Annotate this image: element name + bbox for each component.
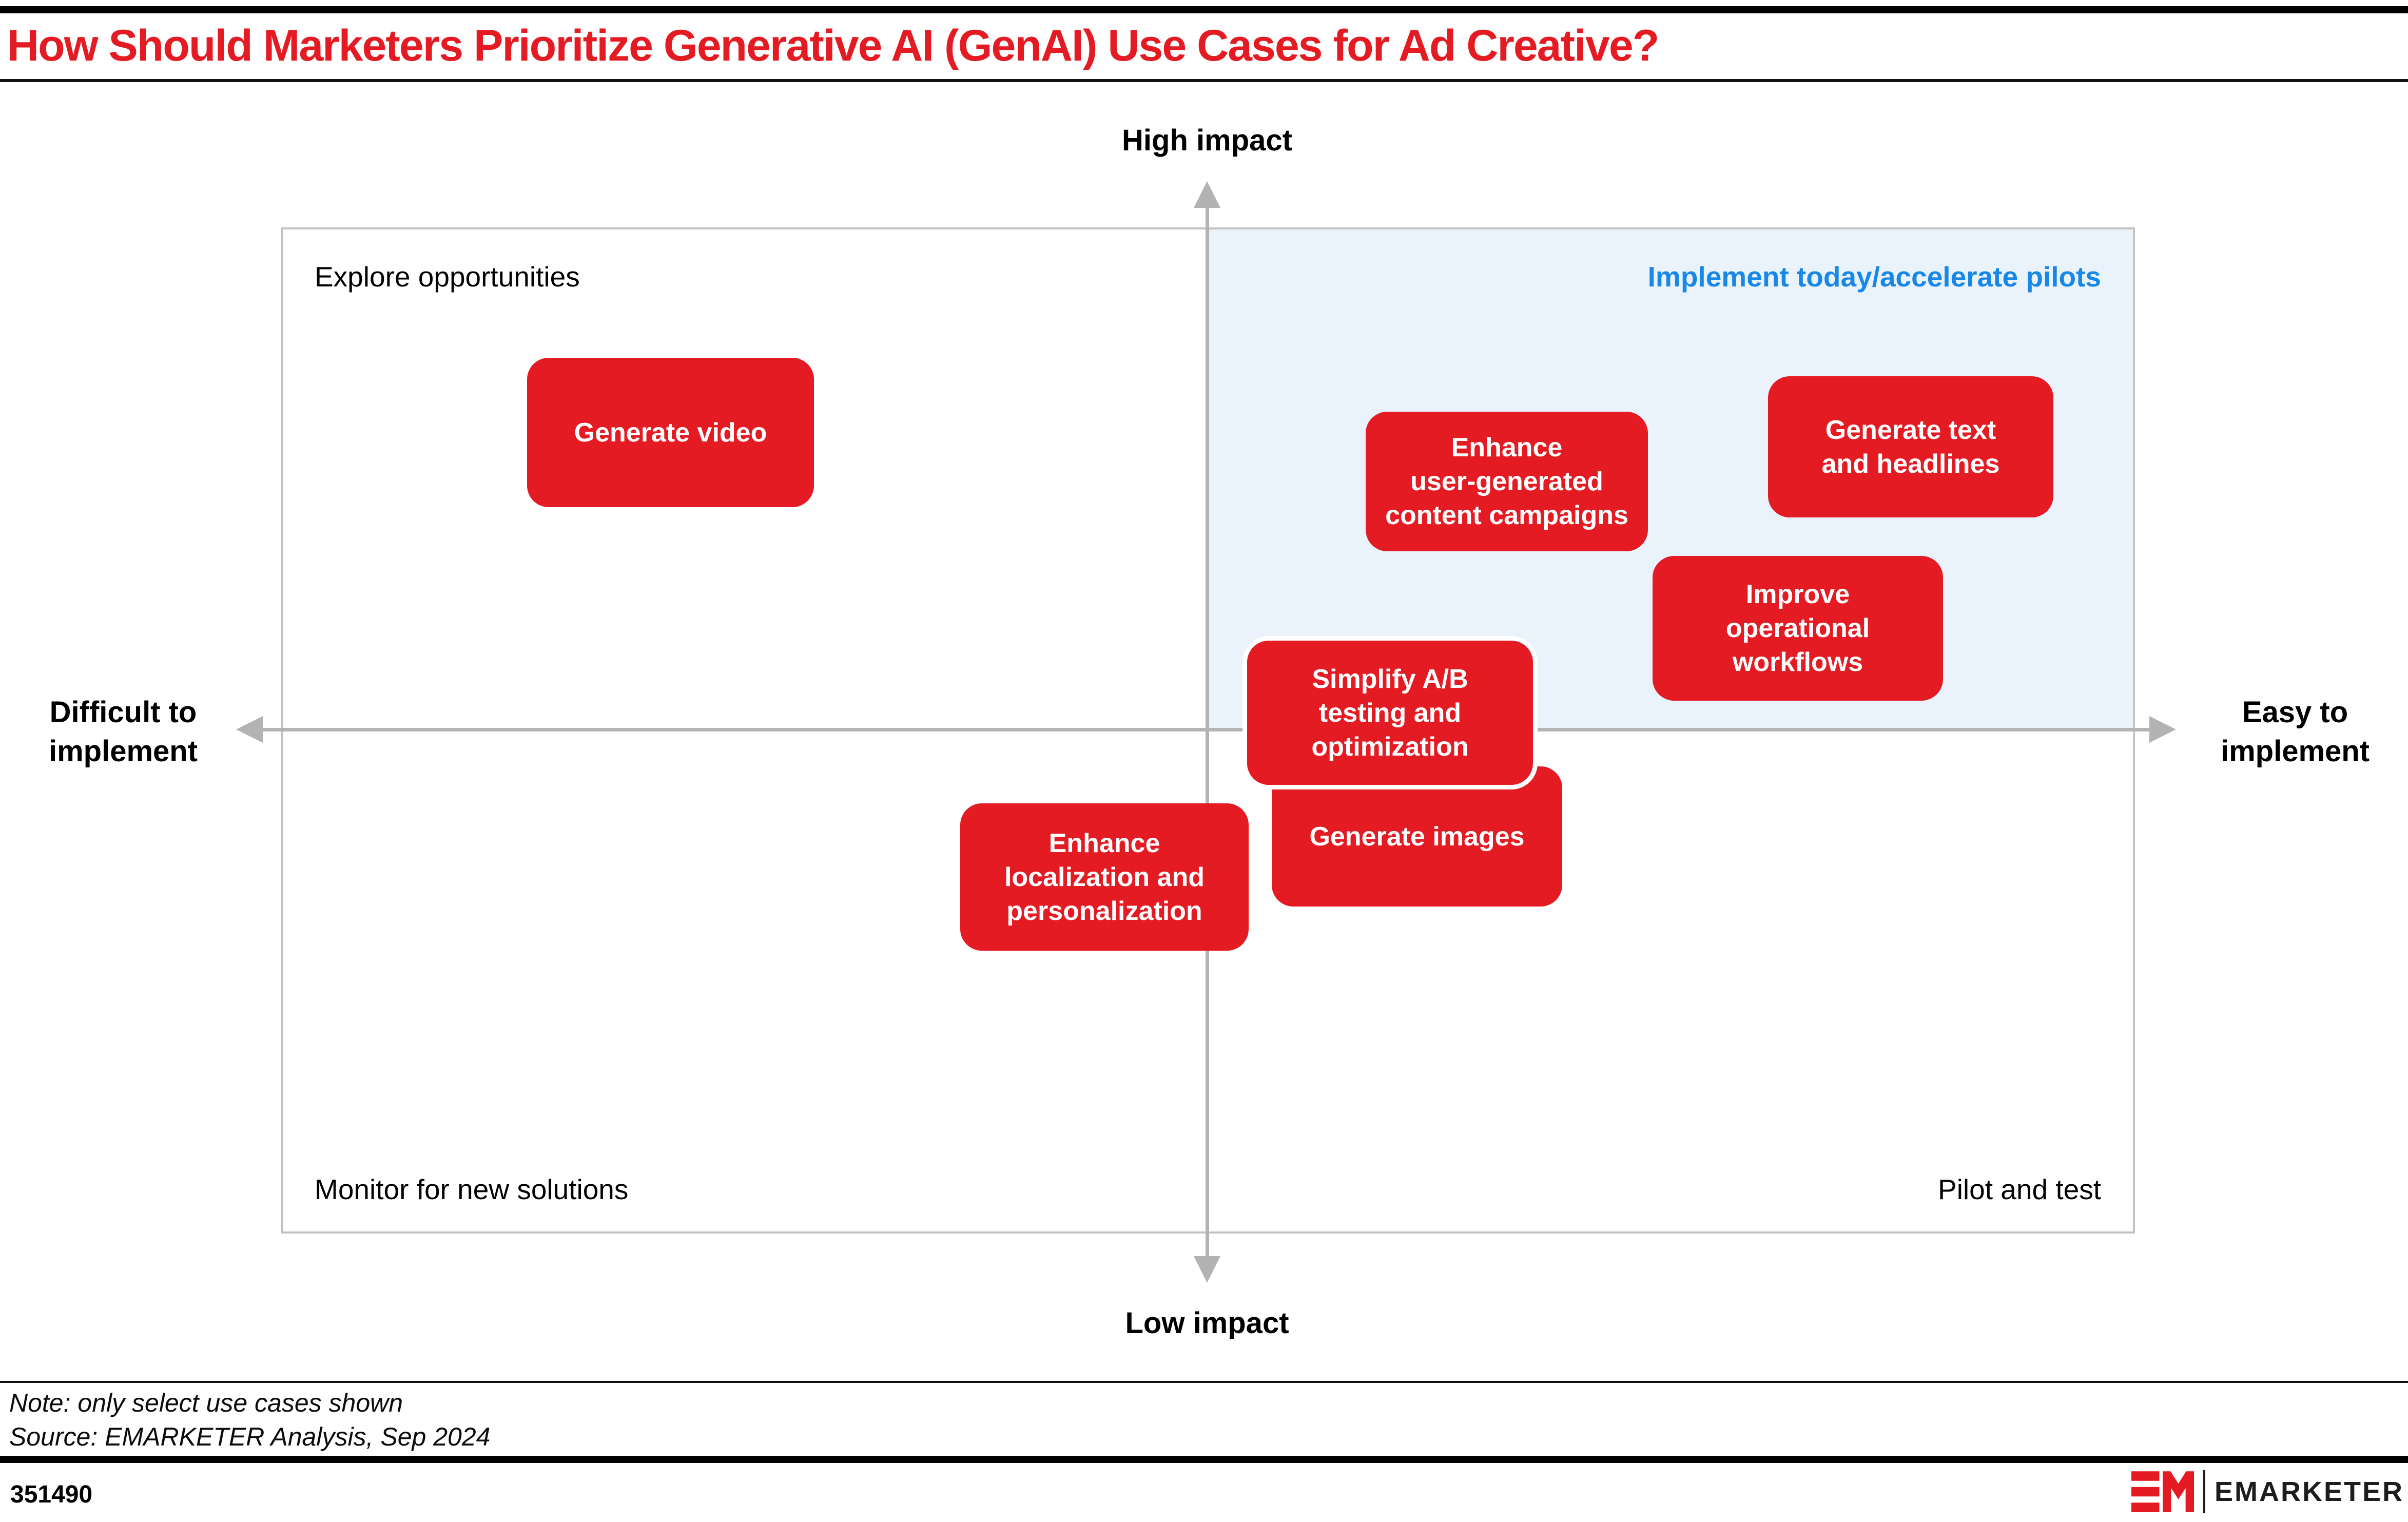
use-case-label: Generate text and headlines bbox=[1821, 415, 2000, 479]
quadrant-label-explore-opportunities: Explore opportunities bbox=[315, 261, 580, 293]
axis-label-easy-to-implement: Easy to implement bbox=[2220, 696, 2370, 768]
quadrant-label-pilot-and-test: Pilot and test bbox=[1938, 1173, 2101, 1205]
use-case-generate-images: Generate images bbox=[1272, 766, 1562, 907]
source-text: Source: EMARKETER Analysis, Sep 2024 bbox=[9, 1422, 491, 1451]
arrow-left-icon bbox=[236, 716, 263, 743]
arrow-down-icon bbox=[1194, 1256, 1220, 1283]
title-divider bbox=[0, 79, 2408, 82]
chart-id: 351490 bbox=[10, 1481, 93, 1508]
use-case-enhance-ugc-campaigns: Enhance user-generated content campaigns bbox=[1366, 412, 1648, 551]
axis-label-difficult-to-implement: Difficult to implement bbox=[48, 696, 198, 768]
brand-name: EMARKETER bbox=[2214, 1476, 2404, 1507]
use-case-label: Simplify A/B testing and optimization bbox=[1311, 664, 1469, 762]
axis-label-low-impact: Low impact bbox=[1125, 1306, 1289, 1340]
page-title: How Should Marketers Prioritize Generati… bbox=[7, 21, 1659, 70]
vertical-axis-line bbox=[1206, 206, 1209, 1259]
use-case-label: Improve operational workflows bbox=[1725, 580, 1870, 677]
top-black-bar bbox=[0, 6, 2408, 13]
quadrant-label-implement-today: Implement today/accelerate pilots bbox=[1647, 261, 2101, 293]
brand-divider bbox=[2203, 1470, 2205, 1513]
use-case-enhance-localization-personalization: Enhance localization and personalization bbox=[960, 803, 1249, 951]
use-case-generate-video: Generate video bbox=[527, 358, 814, 507]
use-case-label: Generate video bbox=[574, 417, 767, 448]
use-case-improve-operational-workflows: Improve operational workflows bbox=[1653, 556, 1943, 701]
note-text: Note: only select use cases shown bbox=[9, 1389, 403, 1417]
axis-label-high-impact: High impact bbox=[1122, 124, 1292, 157]
brand-lockup: EMARKETER bbox=[2131, 1468, 2404, 1515]
use-case-label: Enhance user-generated content campaigns bbox=[1385, 433, 1628, 530]
arrow-right-icon bbox=[2149, 716, 2176, 743]
use-case-simplify-ab-testing: Simplify A/B testing and optimization bbox=[1247, 641, 1533, 785]
quadrant-label-monitor-new-solutions: Monitor for new solutions bbox=[315, 1173, 629, 1205]
footer-divider bbox=[0, 1456, 2408, 1463]
arrow-up-icon bbox=[1194, 181, 1220, 208]
use-case-label: Enhance localization and personalization bbox=[1004, 828, 1205, 926]
use-case-label: Generate images bbox=[1309, 821, 1525, 852]
use-case-generate-text-headlines: Generate text and headlines bbox=[1768, 376, 2053, 517]
note-divider bbox=[0, 1381, 2408, 1383]
emarketer-logo-icon bbox=[2131, 1471, 2194, 1512]
